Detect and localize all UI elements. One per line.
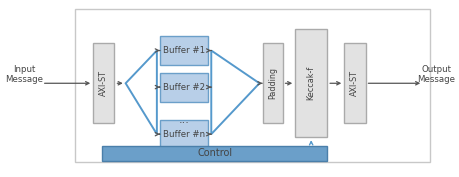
Text: Padding: Padding — [268, 67, 276, 99]
Text: AXI-ST: AXI-ST — [350, 70, 358, 96]
FancyBboxPatch shape — [295, 29, 326, 137]
Text: AXI-ST: AXI-ST — [99, 70, 108, 96]
FancyBboxPatch shape — [93, 43, 114, 123]
Text: Keccak-f: Keccak-f — [306, 66, 315, 100]
Text: Buffer #2: Buffer #2 — [162, 83, 205, 92]
FancyBboxPatch shape — [102, 146, 326, 161]
Text: Control: Control — [196, 148, 232, 158]
FancyBboxPatch shape — [262, 43, 282, 123]
FancyBboxPatch shape — [160, 36, 207, 65]
Text: Buffer #n: Buffer #n — [162, 130, 205, 139]
Text: Output
Message: Output Message — [417, 65, 454, 84]
FancyBboxPatch shape — [160, 120, 207, 149]
FancyBboxPatch shape — [343, 43, 365, 123]
Text: ...: ... — [178, 115, 189, 125]
FancyBboxPatch shape — [160, 73, 207, 102]
Text: Buffer #1: Buffer #1 — [162, 46, 205, 55]
Text: Input
Message: Input Message — [5, 65, 43, 84]
